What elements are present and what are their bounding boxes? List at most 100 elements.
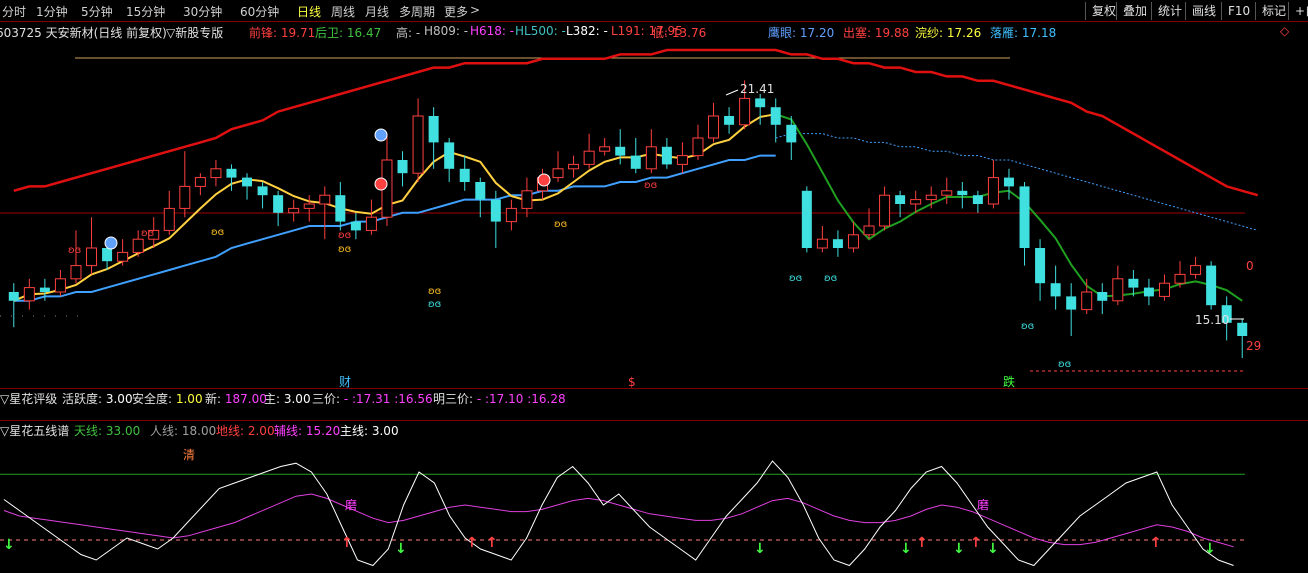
candle[interactable]: [1237, 318, 1248, 358]
period-tab-9[interactable]: 多周期: [399, 5, 436, 19]
period-tab-7[interactable]: 周线: [331, 5, 356, 19]
candle[interactable]: [350, 212, 361, 240]
candle[interactable]: [816, 226, 828, 253]
candle[interactable]: [210, 160, 222, 187]
candle[interactable]: [941, 177, 953, 204]
candle[interactable]: [1158, 274, 1170, 301]
candle[interactable]: [242, 173, 253, 200]
five-lines-chart[interactable]: 清磨 磨↓ ↓ ↓ ↓ ↓ ↓ ↓↑ ↑ ↑ ↑ ↑ ↑: [0, 421, 1308, 573]
candle[interactable]: [676, 142, 688, 174]
period-tab-5[interactable]: 60分钟: [240, 5, 280, 19]
candle[interactable]: [1112, 265, 1124, 306]
candle[interactable]: [1066, 283, 1077, 336]
candle[interactable]: [801, 186, 812, 253]
candle[interactable]: [163, 190, 175, 235]
candle[interactable]: [925, 186, 937, 209]
toolbar-button-6[interactable]: +自: [1288, 2, 1308, 20]
candle[interactable]: [365, 199, 377, 235]
candle[interactable]: [475, 177, 486, 218]
toolbar-button-3[interactable]: 画线: [1185, 2, 1222, 20]
candle[interactable]: [972, 190, 983, 213]
period-tab-2[interactable]: 5分钟: [81, 5, 113, 19]
candle[interactable]: [957, 182, 968, 209]
candle[interactable]: [1174, 261, 1186, 288]
candle[interactable]: [335, 182, 346, 231]
candle[interactable]: [319, 186, 331, 240]
candle[interactable]: [755, 94, 766, 125]
candle[interactable]: [397, 151, 408, 187]
candle[interactable]: [583, 133, 595, 169]
candle[interactable]: [86, 217, 98, 275]
candle[interactable]: [786, 116, 797, 160]
candle[interactable]: [226, 164, 237, 191]
period-tab-8[interactable]: 月线: [365, 5, 390, 19]
candle[interactable]: [615, 129, 626, 165]
candle[interactable]: [257, 182, 268, 209]
candle[interactable]: [987, 160, 999, 209]
candle[interactable]: [1128, 270, 1139, 297]
candle[interactable]: [1035, 239, 1046, 301]
candle[interactable]: [412, 98, 424, 182]
candle[interactable]: [459, 155, 470, 191]
candle[interactable]: [1003, 168, 1014, 200]
custom-view-selector[interactable]: ▽新股专版: [166, 26, 224, 40]
toolbar-button-0[interactable]: 复权: [1085, 2, 1122, 20]
candle[interactable]: [1221, 296, 1232, 341]
candle[interactable]: [54, 270, 66, 297]
toolbar-button-2[interactable]: 统计: [1151, 2, 1188, 20]
candle[interactable]: [521, 177, 533, 218]
lines-item-3: 辅线: 15.20: [274, 424, 341, 438]
candle[interactable]: [288, 199, 300, 222]
candle[interactable]: [770, 98, 781, 143]
period-tab-3[interactable]: 15分钟: [126, 5, 166, 19]
candle[interactable]: [568, 155, 580, 178]
candle[interactable]: [863, 208, 875, 240]
candle[interactable]: [179, 151, 191, 218]
candle[interactable]: [444, 138, 455, 182]
toolbar-button-1[interactable]: 叠加: [1116, 2, 1153, 20]
candle[interactable]: [1019, 182, 1030, 266]
candle[interactable]: [132, 230, 144, 257]
candle[interactable]: [1097, 283, 1108, 314]
candle[interactable]: [832, 230, 843, 257]
candle[interactable]: [739, 80, 751, 130]
candle[interactable]: [724, 107, 735, 134]
candle[interactable]: [599, 138, 611, 156]
candle[interactable]: [194, 173, 206, 196]
period-tab-1[interactable]: 1分钟: [36, 5, 68, 19]
candle[interactable]: [692, 124, 704, 160]
toolbar-button-5[interactable]: 标记: [1255, 2, 1292, 20]
candle[interactable]: [708, 102, 720, 143]
toolbar-button-4[interactable]: F10: [1221, 2, 1256, 20]
period-tab-0[interactable]: 分时: [2, 5, 27, 19]
candle[interactable]: [630, 138, 641, 174]
candle[interactable]: [428, 107, 439, 169]
candle[interactable]: [39, 278, 50, 301]
candle[interactable]: [117, 239, 129, 266]
candle[interactable]: [847, 221, 859, 253]
period-tab-10[interactable]: 更多: [444, 5, 469, 19]
candle[interactable]: [148, 217, 160, 248]
candle[interactable]: [8, 283, 19, 328]
candle[interactable]: [879, 186, 891, 231]
candle[interactable]: [552, 151, 564, 182]
candle[interactable]: [490, 190, 501, 248]
candle[interactable]: [273, 190, 284, 226]
candle[interactable]: [505, 199, 517, 231]
candle[interactable]: [895, 190, 906, 218]
candle[interactable]: [645, 129, 657, 174]
candle[interactable]: [303, 195, 315, 222]
candle[interactable]: [1206, 261, 1217, 310]
period-tab-4[interactable]: 30分钟: [183, 5, 223, 19]
candle[interactable]: [661, 138, 672, 169]
candle[interactable]: [70, 230, 82, 284]
candle[interactable]: [910, 190, 922, 213]
candle[interactable]: [1081, 278, 1093, 314]
candle[interactable]: [23, 278, 35, 310]
candle[interactable]: [1050, 265, 1061, 310]
candle[interactable]: [1143, 278, 1154, 306]
more-arrow-icon[interactable]: >: [470, 3, 481, 17]
candle[interactable]: [1190, 256, 1202, 279]
period-tab-6[interactable]: 日线: [297, 5, 322, 19]
candlestick-chart[interactable]: ʚɞ ʚɞ ʚɞ ʚɞ ʚɞ ʚɞ ʚɞ ʚɞ ʚɞ ʚɞ ʚɞ ʚɞ ʚɞ 21.41 15.10 0 29 财…: [0, 40, 1308, 388]
